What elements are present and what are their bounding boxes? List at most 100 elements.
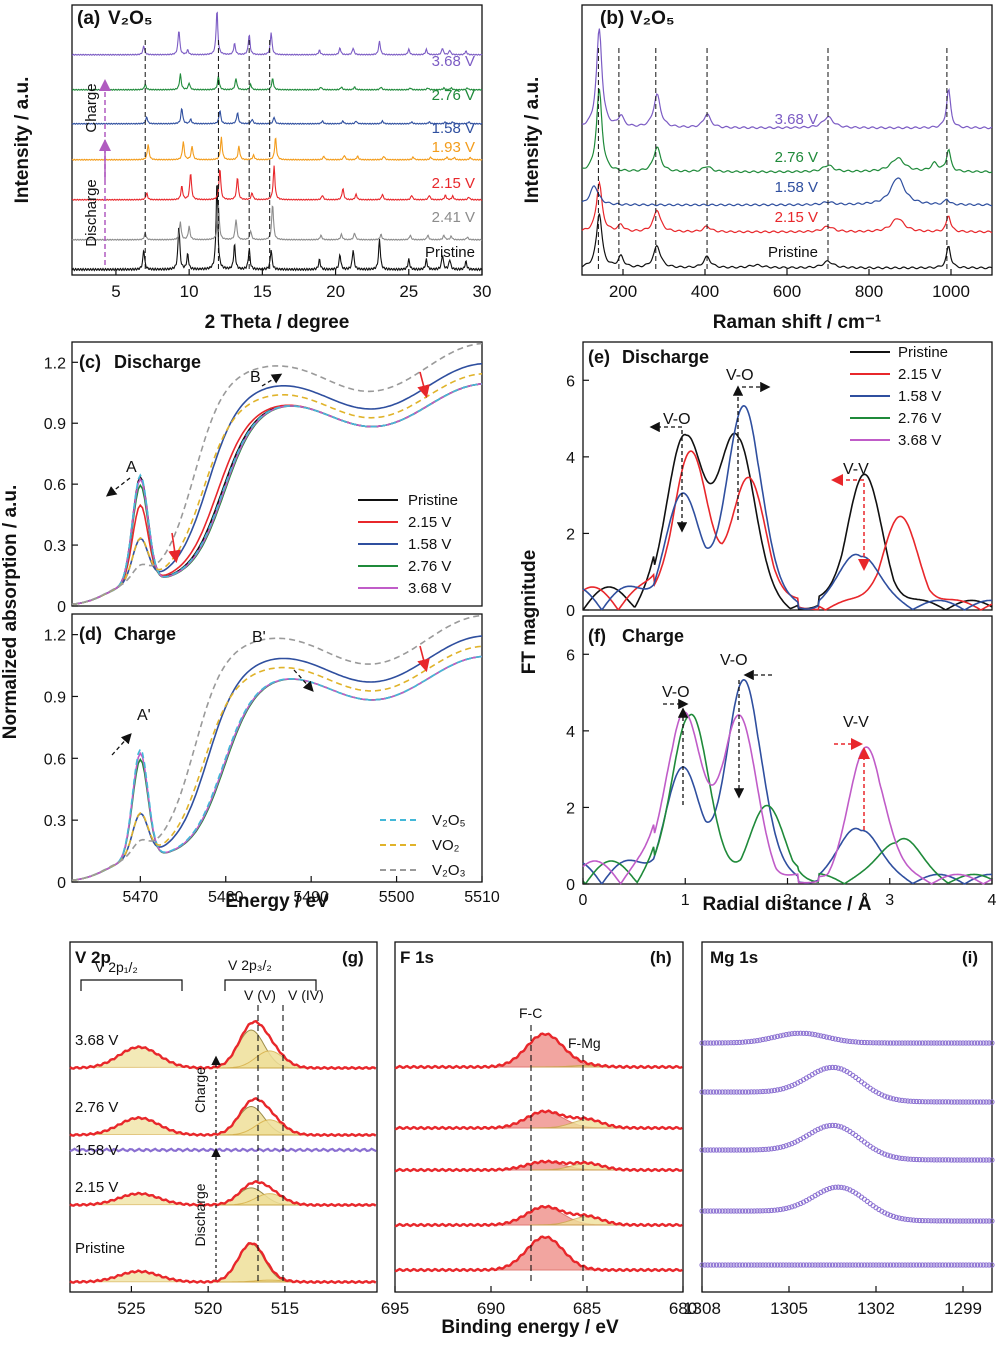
xps-mg-point-1 [769, 1088, 775, 1094]
xps-mg-point-2 [922, 1157, 928, 1163]
panel-e-ytick-label-0: 0 [566, 603, 575, 620]
panel-g-charge-text: Charge [192, 1067, 208, 1113]
xps-mg-point-0 [757, 1037, 763, 1043]
panel-c-curves [71, 342, 483, 606]
xps-mg-point-1 [980, 1099, 986, 1105]
xps-mg-point-4 [731, 1262, 737, 1268]
xps-mg-point-1 [928, 1099, 934, 1105]
xps-mg-point-2 [754, 1147, 760, 1153]
xps-mg-point-2 [742, 1147, 749, 1153]
xps-f-row-3 [394, 1204, 683, 1228]
xps-mg-point-4 [809, 1262, 815, 1268]
xps-mg-point-4 [844, 1262, 850, 1268]
xps-mg-point-2 [911, 1156, 917, 1163]
xps-mg-point-3 [899, 1216, 905, 1222]
xps-mg-point-4 [777, 1262, 783, 1268]
xps-mg-point-4 [795, 1262, 801, 1268]
legend-text-c-1: 2.15 V [408, 514, 451, 531]
panel-c-isosbestic-arrow-2 [417, 371, 430, 399]
xps-mg-point-2 [963, 1157, 969, 1163]
xps-mg-point-1 [780, 1086, 786, 1092]
xps-mg-point-4 [771, 1262, 778, 1268]
panel-d-legend: V₂O₅ VO₂ V₂O₃ [380, 812, 466, 879]
xps-v-row-1 [69, 1096, 377, 1138]
xps-mg-point-1 [725, 1089, 731, 1095]
xps-mg-point-2 [876, 1148, 882, 1155]
xps-mg-point-0 [838, 1037, 844, 1043]
xps-mg-point-4 [873, 1262, 879, 1268]
xps-mg-point-3 [708, 1208, 714, 1214]
xps-mg-point-1 [911, 1098, 917, 1105]
xps-mg-point-2 [916, 1157, 923, 1163]
xrd-series-label-2: 2.15 V [432, 175, 475, 192]
xps-mg-point-3 [887, 1212, 894, 1218]
xps-mg-point-1 [789, 1083, 795, 1089]
panel-a-ylabel: Intensity / a.u. [12, 77, 33, 204]
xps-mg-point-0 [867, 1040, 873, 1046]
xps-mg-point-0 [899, 1040, 905, 1046]
xps-mg-point-4 [858, 1262, 865, 1268]
xps-mg-point-1 [760, 1088, 766, 1095]
xps-mg-point-0 [902, 1040, 908, 1046]
xps-mg-point-4 [905, 1262, 911, 1268]
xps-mg-point-3 [844, 1186, 850, 1192]
xps-mg-point-1 [963, 1099, 969, 1105]
xps-mg-point-3 [948, 1218, 955, 1224]
xps-mg-point-4 [853, 1262, 859, 1268]
xps-mg-point-4 [963, 1262, 969, 1268]
panel-b-label: (b) [600, 8, 624, 29]
xps-mg-point-0 [829, 1035, 836, 1042]
xps-mg-point-1 [734, 1089, 740, 1095]
xps-mg-point-1 [882, 1093, 888, 1099]
xps-mg-point-4 [815, 1262, 821, 1268]
xps-mg-point-2 [725, 1147, 731, 1153]
xps-mg-point-1 [757, 1089, 763, 1095]
panel-c-title: Discharge [114, 352, 201, 372]
xps-mg-point-2 [989, 1157, 995, 1163]
panel-g-row-labels: 3.68 V 2.76 V 1.58 V 2.15 V Pristine [75, 1032, 125, 1257]
xps-mg-point-0 [911, 1040, 917, 1046]
xps-mg-point-0 [777, 1033, 783, 1039]
xps-mg-point-2 [766, 1146, 772, 1152]
panel-c-xanes-7 [71, 342, 483, 606]
xps-mg-point-1 [751, 1089, 757, 1095]
xps-mg-point-4 [969, 1262, 975, 1268]
panel-g-species-v5: V (V) [244, 987, 276, 1003]
xps-mg-point-1 [771, 1087, 778, 1094]
xps-mg-xtick-label-1: 1305 [770, 1299, 808, 1318]
xps-mg-point-4 [980, 1262, 986, 1268]
xps-mg-point-0 [969, 1040, 975, 1046]
xps-v-row-4 [69, 1242, 377, 1285]
panel-h-label: (h) [650, 948, 672, 967]
xps-mg-point-1 [879, 1092, 885, 1098]
xanes-ytick-label-1-2: 0.6 [44, 751, 66, 768]
xps-mg-point-4 [861, 1262, 868, 1268]
panel-a-curves [71, 11, 483, 272]
panel-c-label: (c) [79, 352, 101, 372]
panel-b-x-ticks: 200 400 600 800 1000 [609, 269, 970, 301]
panel-a-xlabel: 2 Theta / degree [205, 312, 350, 333]
xps-f-xtick-label-3: 680 [669, 1299, 697, 1318]
xps-mg-point-1 [719, 1089, 725, 1095]
panel-f-exafs-4 [582, 711, 993, 885]
panel-a-charge-text: Charge [83, 83, 100, 132]
xrd-line-5 [71, 73, 483, 91]
xps-mg-point-4 [957, 1262, 963, 1268]
xps-mg-point-3 [705, 1208, 711, 1214]
xps-mg-point-4 [728, 1262, 734, 1268]
xps-mg-point-4 [911, 1262, 917, 1268]
xrd-tick-label-0: 5 [111, 282, 120, 301]
xps-mg-point-3 [963, 1218, 969, 1224]
xps-mg-point-0 [711, 1040, 717, 1046]
panel-d-title: Charge [114, 624, 176, 644]
panel-i-label: (i) [962, 948, 978, 967]
xps-mg-point-1 [742, 1089, 749, 1095]
xps-mg-point-4 [902, 1262, 908, 1268]
xrd-line-3 [71, 136, 483, 161]
panel-g-x-ticks: 525 520 515 [117, 1286, 299, 1318]
xps-mg-point-0 [916, 1040, 923, 1046]
xps-mg-point-3 [786, 1205, 792, 1211]
xps-mg-point-4 [896, 1262, 902, 1268]
xps-mg-point-0 [922, 1040, 928, 1046]
xps-mg-point-1 [954, 1099, 960, 1105]
